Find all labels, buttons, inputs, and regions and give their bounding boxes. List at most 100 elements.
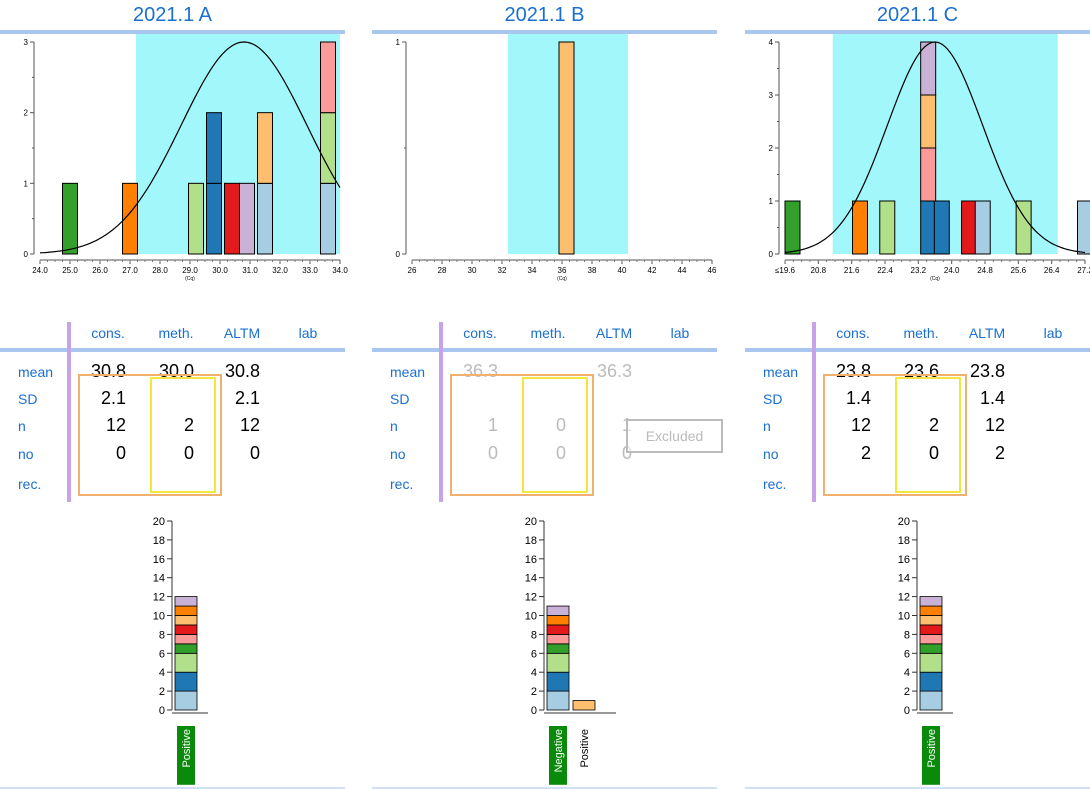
x-tick-label: 28 [438,266,447,275]
y-tick-label: 0 [904,705,910,717]
y-tick-label: 3 [769,91,774,100]
result-stack-segment [174,624,198,635]
result-category-label: Positive [579,729,591,768]
y-tick-label: 10 [153,611,165,623]
row-label: no [390,446,406,462]
header-rule [372,348,717,352]
row-label: mean [18,364,54,380]
x-tick-label: 40 [618,266,627,275]
y-tick-label: 3 [24,38,29,47]
x-tick-label: 32.0 [272,266,288,275]
x-axis-label: (Cq) [185,276,195,282]
histogram-bar [1015,200,1032,255]
histogram-bar [933,200,950,255]
histogram-chart: 0 1 2 3 24.0 25.0 26.0 27.0 28.0 29.0 30.0 31.0 32.0… [24,34,348,282]
x-tick-label: 24.8 [977,266,993,275]
histogram-bar [920,200,937,255]
column-divider [439,322,443,502]
y-tick-label: 8 [531,629,537,641]
stat-value: 0 [555,443,566,463]
histogram-bar [920,147,937,202]
row-label: rec. [763,476,787,492]
row-label: no [763,446,779,462]
y-tick-label: 2 [769,144,774,153]
result-category-label: Positive [922,726,940,785]
result-stack-segment [174,596,198,607]
panel-2021-1-a: 2021.1 A 0 1 2 3 24.0 25.0 26.0 27.0 28.0 29.0 30.… [0,0,348,789]
stat-value: 2.1 [100,388,126,408]
result-stack-segment [919,624,943,635]
column-header: cons. [463,325,497,341]
y-tick-label: 0 [24,250,29,259]
x-tick-label: 34 [528,266,537,275]
result-stack-chart: 0 2 4 6 8 10 12 14 16 18 20 Positive [153,516,208,785]
result-label-text: Positive [926,729,938,768]
stat-value: 30.8 [224,361,260,381]
y-tick-label: 18 [153,535,165,547]
result-stack-segment [919,596,943,607]
method-box [522,377,588,493]
result-label-text: Positive [579,729,591,768]
y-tick-label: 18 [525,535,537,547]
histogram-bar [320,112,336,184]
title-rule [0,30,345,34]
x-tick-label: 25.6 [1011,266,1027,275]
normal-curve [784,41,1086,254]
stat-value: 2 [183,415,194,435]
histogram-bar [239,182,255,255]
x-tick-label: 28.0 [152,266,168,275]
column-header: ALTM [968,325,1006,341]
result-stack-segment [919,643,943,654]
y-tick-label: 10 [525,611,537,623]
column-divider [812,322,816,502]
x-tick-label: 22.4 [877,266,893,275]
y-tick-label: 2 [904,686,910,698]
histogram-bar [224,182,240,255]
stat-value: 0 [249,443,260,463]
x-tick-label: 30 [468,266,477,275]
panel-title: 2021.1 B [504,4,585,26]
y-tick-label: 14 [153,573,165,585]
y-tick-label: 2 [159,686,165,698]
result-stack-segment [546,605,570,616]
stat-value: 1.4 [979,388,1005,408]
result-stack-segment [919,690,943,711]
column-header: lab [670,325,690,341]
histogram-chart: 0 1 2 3 4 ≤19.6 20.8 21.6 22.4 23.2 24.0 24.8 25.6 26… [769,34,1090,282]
histogram-bar [961,200,978,255]
consensus-box [450,374,594,496]
histogram-bar [122,182,138,255]
consensus-box [78,374,222,496]
x-tick-label: 42 [648,266,657,275]
result-stack-segment [174,615,198,626]
stats-table: cons.meth.ALTMlabmean36.336.3SDn101no000… [372,322,723,502]
stat-value: 0 [115,443,126,463]
x-tick-label: 25.0 [62,266,78,275]
histogram-bar [974,200,991,255]
y-tick-label: 0 [396,250,401,259]
stats-table: cons. meth. ALTM lab mean 23.8 23.6 23.8 SD 1.4 1.… [745,322,1090,502]
column-header: meth. [903,325,939,341]
y-tick-label: 16 [525,554,537,566]
row-label: SD [18,391,38,407]
method-box [150,377,216,493]
row-label: mean [390,364,426,380]
x-tick-label: 30.0 [212,266,228,275]
result-stack-chart: 0 2 4 6 8 10 12 14 16 18 20 Negative Positive [525,516,616,785]
header-rule [0,348,345,352]
histogram-bar [206,182,222,255]
result-stack-segment [546,633,570,645]
histogram-bar [1077,200,1090,255]
result-stack-segment [919,671,943,692]
x-tick-label: 34.0 [332,266,348,275]
consensus-box [823,374,967,496]
result-stack-segment [919,605,943,616]
result-stack-segment [174,690,198,711]
stat-value: 1 [487,415,498,435]
histogram-bar [920,41,937,96]
x-tick-label: 24.0 [944,266,960,275]
result-label-text: Positive [181,729,193,768]
column-header: cons. [91,325,125,341]
y-tick-label: 1 [769,197,774,206]
row-label: rec. [18,476,42,492]
